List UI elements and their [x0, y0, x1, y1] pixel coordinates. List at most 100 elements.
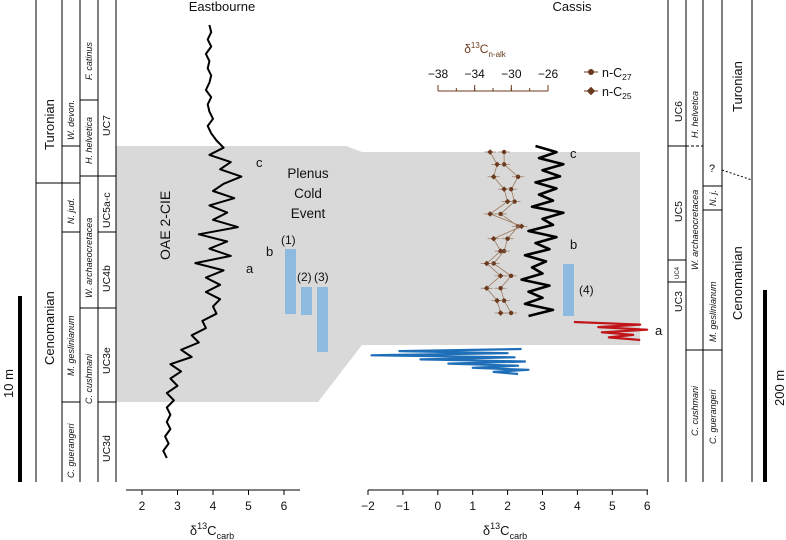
cassis-x-axis: −2 −1 0 1 2 3 4 5 6 δ13Ccarb [361, 489, 651, 540]
cassis-tick-label: 6 [644, 499, 651, 513]
foram-h-helvetica: H. helvetica [84, 117, 94, 164]
ammonite-m-geslinianum-right: M. geslinianum [708, 281, 718, 342]
eastbourne-x-label: δ13Ccarb [190, 521, 234, 540]
cassis-title: Cassis [552, 0, 592, 14]
nalk-point-c27 [515, 174, 521, 179]
nalk-point-c25 [483, 260, 490, 267]
eastbourne-d13c-curve [162, 24, 243, 459]
scale-label-left: 10 m [1, 369, 16, 398]
zone-uc7: UC7 [101, 115, 113, 136]
nalk-tick-label: −30 [501, 67, 522, 81]
ammonite-n-jud: N. jud. [66, 198, 76, 224]
eastbourne-x-axis: 2 3 4 5 6 δ13Ccarb [126, 489, 300, 540]
stage-turonian-left: Turonian [42, 99, 57, 150]
cassis-tick-label: −1 [396, 499, 410, 513]
right-strat-columns [667, 0, 753, 482]
legend-label-c27: n-C27 [602, 66, 632, 82]
nalk-point-c25 [497, 273, 504, 279]
point-b-left: b [266, 244, 273, 259]
plenus-line-2: Cold [294, 186, 322, 201]
foram-c-cushmani-right: C. cushmani [690, 385, 700, 436]
foram-w-archaeocretacea-right: W. archaeocretacea [690, 190, 700, 270]
zone-uc5a-c: UC5a-c [101, 192, 113, 228]
cassis-x-label: δ13Ccarb [483, 521, 527, 540]
nalk-tick-label: −26 [538, 67, 559, 81]
zone-uc3e: UC3e [101, 347, 113, 374]
bar-4-label: (4) [579, 283, 594, 297]
cassis-tick-label: 5 [609, 499, 616, 513]
bar-3-label: (3) [314, 270, 329, 284]
left-strat-columns [35, 0, 117, 482]
nalk-point-c27 [508, 310, 514, 316]
foram-w-archaeocretacea: W. archaeocretacea [84, 218, 94, 298]
point-c-right: c [570, 146, 577, 161]
ammonite-c-guerangeri: C. guerangeri [66, 422, 76, 478]
cassis-black-curve [520, 144, 565, 318]
nalk-point-c27 [508, 273, 514, 279]
nalk-point-c25 [497, 310, 504, 316]
bar-1 [285, 249, 296, 314]
nalk-point-c25 [487, 149, 493, 155]
ammonite-c-guerangeri-right: C. guerangeri [708, 388, 718, 444]
nalk-point-c27 [512, 199, 517, 204]
nalk-tick-label: −38 [428, 67, 449, 81]
cassis-blue-curve [370, 347, 530, 376]
zone-uc6: UC6 [673, 101, 685, 122]
cassis-tick-label: 0 [434, 499, 441, 513]
cassis-tick-label: 4 [574, 499, 581, 513]
stage-cenomanian-right: Cenomanian [730, 246, 745, 320]
left-strat-labels: Turonian Cenomanian W. devon. N. jud. M.… [42, 42, 113, 478]
zone-uc4: UC4 [675, 266, 681, 279]
plenus-line-3: Event [291, 206, 326, 221]
bar-2 [301, 287, 312, 315]
bar-2-label: (2) [297, 270, 312, 284]
nalk-line-1 [486, 151, 523, 314]
cassis-tick-label: 1 [469, 499, 476, 513]
scale-label-right: 200 m [772, 370, 786, 406]
oae-band [116, 146, 640, 402]
cassis-red-curve [573, 320, 649, 342]
bar-3 [317, 287, 328, 352]
nalk-point-c27 [505, 236, 510, 241]
nalk-point-c25 [483, 285, 490, 292]
ammonite-n-j: N. j. [708, 190, 718, 206]
stage-turonian-right: Turonian [730, 61, 745, 112]
oae-label: OAE 2-CIE [157, 191, 173, 260]
east-tick-label: 4 [210, 499, 217, 513]
nalk-point-c27 [501, 298, 507, 303]
cassis-tick-label: 3 [539, 499, 546, 513]
nalk-point-c27 [501, 162, 507, 167]
point-c-left: c [256, 155, 263, 170]
nalk-axis: δ13Cn-alk −38 −34 −30 −26 [428, 41, 559, 92]
plenus-line-1: Plenus [287, 166, 329, 181]
foram-c-cushmani: C. cushmani [84, 353, 94, 404]
legend: n-C27 n-C25 [584, 66, 632, 101]
nalk-point-c25 [494, 161, 500, 168]
bar-4 [563, 264, 574, 316]
nalk-line-0 [493, 152, 519, 314]
nalk-point-c25 [487, 211, 493, 217]
nalk-point-c25 [497, 248, 504, 254]
ammonite-m-geslinianum: M. geslinianum [66, 315, 76, 376]
right-strat-labels: UC6 UC5 UC4 UC3 H. helvetica W. archaeoc… [673, 61, 745, 444]
zone-uc3d: UC3d [101, 435, 113, 462]
legend-marker-c25 [586, 86, 596, 96]
east-tick-label: 2 [139, 499, 146, 513]
nalk-point-c25 [501, 186, 507, 193]
zone-uc3: UC3 [673, 291, 685, 312]
nalk-axis-label: δ13Cn-alk [464, 41, 507, 59]
bar-1-label: (1) [281, 233, 296, 247]
cassis-tick-label: −2 [361, 499, 375, 513]
cassis-tick-label: 2 [504, 499, 511, 513]
nalk-series [480, 149, 528, 316]
east-tick-label: 6 [281, 499, 288, 513]
point-a-right: a [655, 323, 663, 338]
zone-uc5: UC5 [673, 201, 685, 222]
east-tick-label: 5 [245, 499, 252, 513]
zone-uc4b: UC4b [101, 265, 113, 292]
legend-label-c25: n-C25 [602, 85, 632, 101]
nalk-tick-label: −34 [464, 67, 485, 81]
nalk-point-c27 [498, 211, 503, 217]
point-a-left: a [246, 261, 254, 276]
